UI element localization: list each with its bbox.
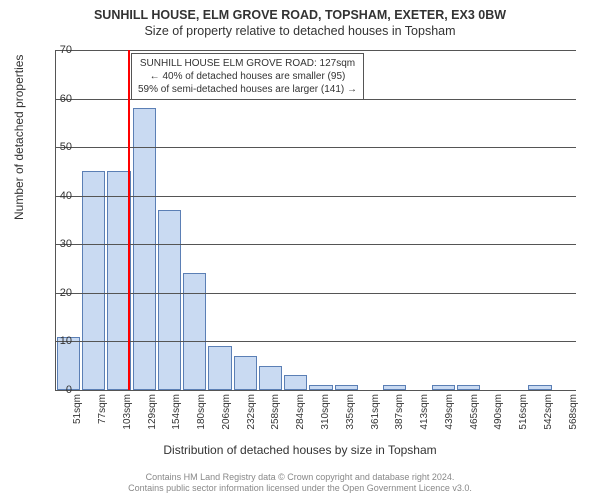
chart-title-line1: SUNHILL HOUSE, ELM GROVE ROAD, TOPSHAM, …: [0, 0, 600, 22]
y-tick-label: 30: [60, 238, 72, 250]
histogram-bar: [82, 171, 105, 390]
x-axis-label: Distribution of detached houses by size …: [0, 443, 600, 457]
y-tick-label: 0: [66, 384, 72, 396]
gridline: [56, 244, 576, 245]
footer-line2: Contains public sector information licen…: [0, 483, 600, 494]
histogram-bar: [284, 375, 307, 390]
x-ticks-container: 51sqm 77sqm 103sqm 129sqm 154sqm 180sqm 206sqm…: [56, 390, 576, 450]
y-tick-label: 10: [60, 335, 72, 347]
x-tick-label: 568sqm: [568, 394, 579, 430]
plot-area: 51sqm77sqm103sqm129sqm154sqm180sqm206sqm…: [55, 50, 576, 391]
x-tick-label: 284sqm: [295, 394, 306, 430]
y-tick-label: 20: [60, 287, 72, 299]
y-tick-label: 60: [60, 93, 72, 105]
histogram-bar: [234, 356, 257, 390]
bars-container: [56, 50, 576, 390]
y-tick-label: 70: [60, 44, 72, 56]
x-tick-label: 465sqm: [469, 394, 480, 430]
x-tick-label: 361sqm: [370, 394, 381, 430]
gridline: [56, 196, 576, 197]
histogram-bar: [107, 171, 130, 390]
x-tick-label: 387sqm: [394, 394, 405, 430]
x-tick-label: 154sqm: [171, 394, 182, 430]
x-tick-label: 180sqm: [196, 394, 207, 430]
annotation-line1: SUNHILL HOUSE ELM GROVE ROAD: 127sqm: [138, 57, 357, 70]
x-tick-label: 232sqm: [246, 394, 257, 430]
gridline: [56, 50, 576, 51]
x-tick-label: 335sqm: [345, 394, 356, 430]
annotation-line3: 59% of semi-detached houses are larger (…: [138, 83, 357, 96]
x-tick-label: 77sqm: [97, 394, 108, 424]
x-tick-label: 129sqm: [147, 394, 158, 430]
annotation-box: SUNHILL HOUSE ELM GROVE ROAD: 127sqm← 40…: [131, 53, 364, 100]
histogram-bar: [259, 366, 282, 390]
gridline: [56, 293, 576, 294]
annotation-line2: ← 40% of detached houses are smaller (95…: [138, 70, 357, 83]
chart-title-line2: Size of property relative to detached ho…: [0, 22, 600, 38]
footer-line1: Contains HM Land Registry data © Crown c…: [0, 472, 600, 483]
histogram-bar: [158, 210, 181, 390]
x-tick-label: 439sqm: [444, 394, 455, 430]
gridline: [56, 147, 576, 148]
histogram-bar: [133, 108, 156, 390]
property-marker-line: [128, 50, 130, 390]
gridline: [56, 341, 576, 342]
y-axis-label: Number of detached properties: [12, 55, 26, 220]
x-tick-label: 310sqm: [320, 394, 331, 430]
x-tick-label: 103sqm: [122, 394, 133, 430]
x-tick-label: 258sqm: [270, 394, 281, 430]
x-tick-label: 206sqm: [221, 394, 232, 430]
footer-attribution: Contains HM Land Registry data © Crown c…: [0, 472, 600, 495]
histogram-bar: [183, 273, 206, 390]
x-tick-label: 516sqm: [518, 394, 529, 430]
histogram-bar: [208, 346, 231, 390]
x-tick-label: 413sqm: [419, 394, 430, 430]
x-tick-label: 542sqm: [543, 394, 554, 430]
y-tick-label: 40: [60, 190, 72, 202]
y-tick-label: 50: [60, 141, 72, 153]
x-tick-label: 51sqm: [72, 394, 83, 424]
x-tick-label: 490sqm: [493, 394, 504, 430]
